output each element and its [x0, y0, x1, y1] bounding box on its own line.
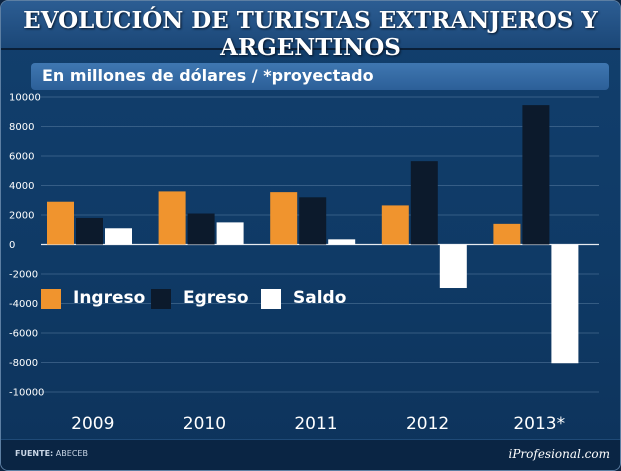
bar-egreso — [410, 161, 438, 245]
bar-egreso — [187, 213, 215, 245]
legend-swatch-ingreso — [41, 289, 61, 309]
legend-label-saldo: Saldo — [293, 288, 347, 308]
x-category-label: 2011 — [294, 414, 337, 434]
x-category-label: 2012 — [406, 414, 449, 434]
source-key: FUENTE: — [15, 449, 54, 458]
y-tick-label: -6000 — [9, 329, 38, 340]
bar-ingreso — [493, 223, 521, 245]
y-tick-label: 0 — [9, 240, 15, 251]
bar-egreso — [76, 217, 103, 245]
bar-egreso — [522, 105, 550, 245]
bar-saldo — [551, 244, 579, 364]
chart-subtitle: En millones de dólares / *proyectado — [42, 66, 374, 85]
title-bar: EVOLUCIÓN DE TURISTAS EXTRANJEROS Y ARGE… — [1, 1, 620, 61]
y-tick-label: 10000 — [9, 93, 41, 104]
bar-ingreso — [47, 201, 74, 245]
source-note: FUENTE: ABECEB — [15, 449, 88, 458]
footer: FUENTE: ABECEB iProfesional.com — [1, 439, 620, 470]
x-category-label: 2013* — [513, 414, 565, 434]
brand-logo: iProfesional.com — [508, 447, 611, 461]
legend-label-ingreso: Ingreso — [73, 288, 146, 308]
chart-title: EVOLUCIÓN DE TURISTAS EXTRANJEROS Y ARGE… — [23, 7, 598, 61]
bar-ingreso — [270, 192, 298, 245]
bar-ingreso — [381, 205, 409, 245]
bar-egreso — [299, 197, 327, 245]
y-tick-label: -10000 — [9, 388, 44, 399]
bar-ingreso — [158, 191, 186, 245]
y-tick-label: -4000 — [9, 299, 38, 310]
subtitle-bar: En millones de dólares / *proyectado — [31, 63, 609, 90]
legend-swatch-saldo — [261, 289, 281, 309]
bar-saldo — [439, 244, 467, 289]
legend-swatch-egreso — [151, 289, 171, 309]
x-category-label: 2010 — [183, 414, 226, 434]
y-tick-label: 2000 — [9, 211, 34, 222]
y-tick-label: -8000 — [9, 358, 38, 369]
y-tick-label: 4000 — [9, 181, 34, 192]
bar-saldo — [105, 228, 132, 245]
bar-saldo — [328, 239, 356, 245]
x-category-label: 2009 — [71, 414, 114, 434]
legend-label-egreso: Egreso — [183, 288, 249, 308]
bar-saldo — [216, 222, 244, 245]
y-tick-label: 6000 — [9, 152, 34, 163]
y-tick-label: 8000 — [9, 122, 34, 133]
y-tick-label: -2000 — [9, 270, 38, 281]
source-value: ABECEB — [55, 449, 88, 458]
bar-chart: 10000 8000 6000 4000 2000 0 -2000 -4000 -6000 -80… — [9, 93, 599, 434]
